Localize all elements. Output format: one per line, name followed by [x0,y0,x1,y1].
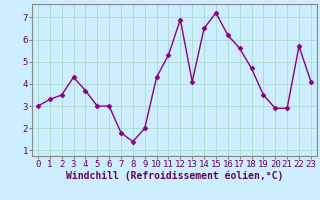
X-axis label: Windchill (Refroidissement éolien,°C): Windchill (Refroidissement éolien,°C) [66,171,283,181]
